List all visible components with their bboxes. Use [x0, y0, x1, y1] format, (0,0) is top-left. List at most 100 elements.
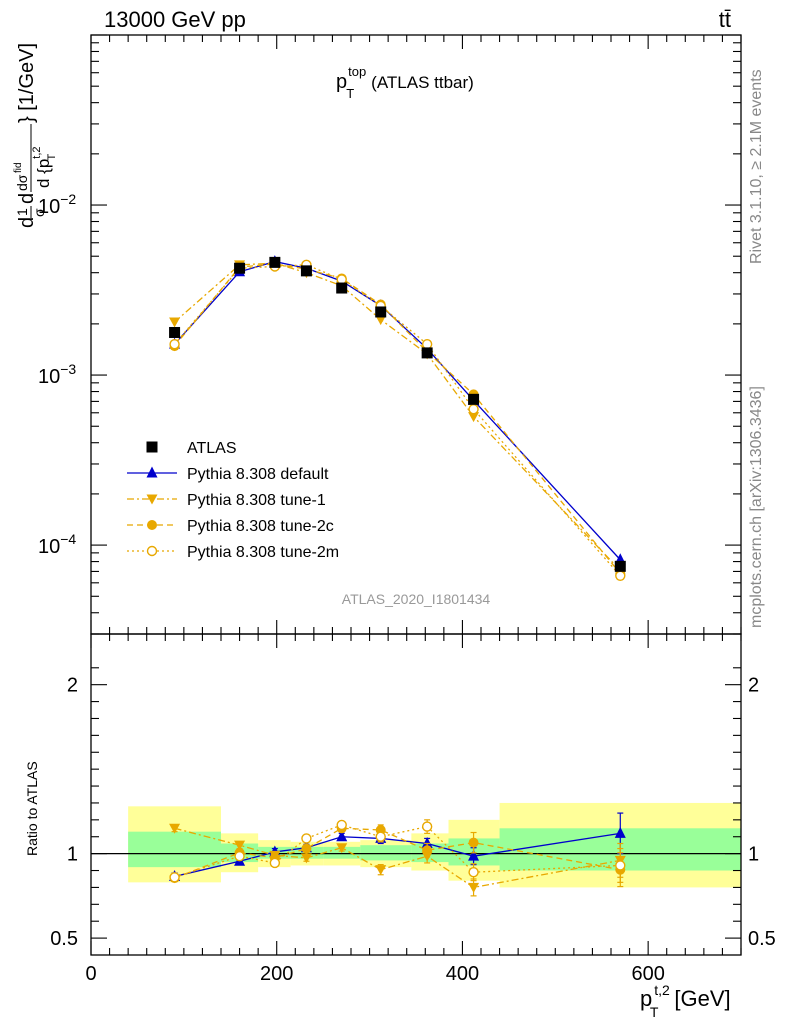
ratio-frame: [90, 633, 742, 956]
y-label-close: } [1/GeV]: [16, 43, 38, 123]
ratio-tick-label-left: 2: [67, 675, 78, 697]
legend-label: Pythia 8.308 tune-2m: [187, 544, 339, 561]
ratio-point: [234, 840, 246, 851]
ratio-line: [174, 827, 621, 879]
ratio-point: [300, 853, 312, 864]
y-tick-label: 10−4: [38, 531, 76, 558]
y-label-d3: d {p: [34, 159, 53, 188]
ratio-point: [336, 819, 347, 831]
ratio-point: [468, 849, 480, 861]
mcplots-label: mcplots.cern.ch [arXiv:1306.3436]: [748, 386, 765, 628]
ratio-line: [174, 824, 621, 878]
ratio-point: [234, 850, 245, 862]
legend-marker: [146, 494, 158, 505]
data-point: [421, 347, 433, 359]
y-label-dsigma: dσ: [14, 174, 30, 191]
x-label-unit: [GeV]: [674, 986, 730, 1011]
plot-title-sup: top: [348, 64, 366, 79]
ratio-point: [301, 833, 312, 844]
x-tick-label: 0: [85, 963, 96, 985]
svg-text:d {pt,2T: d {pt,2 T: [31, 146, 58, 188]
y-label-one: 1: [14, 208, 30, 216]
series-line: [174, 263, 621, 574]
x-label-sup: t,2: [654, 982, 670, 998]
legend-marker: [146, 441, 158, 453]
ratio-point: [169, 823, 181, 834]
ratio-panel: 0 200 400 600 2 2 1 1 0.5 0.5: [50, 633, 776, 985]
y-label-T: T: [46, 153, 58, 160]
data-point: [615, 570, 626, 581]
series-line: [174, 260, 621, 561]
y-label-d1: d: [16, 217, 38, 228]
legend-label: Pythia 8.308 tune-1: [187, 492, 326, 509]
svg-text:d: d: [16, 217, 38, 228]
ratio-point: [375, 831, 386, 842]
ratio-point: [615, 860, 626, 871]
ratio-tick-label-right: 0.5: [748, 928, 776, 950]
ratio-point: [468, 867, 479, 878]
x-label-sub: T: [650, 1004, 659, 1020]
legend-label: Pythia 8.308 tune-2c: [187, 518, 334, 535]
data-point: [234, 262, 246, 274]
data-point: [375, 306, 387, 318]
ratio-point: [336, 830, 348, 842]
ratio-tick-label-left: 1: [67, 844, 78, 866]
band-inner: [128, 831, 221, 868]
plot-title: ptop T (ATLAS ttbar): [336, 64, 474, 101]
band-inner: [360, 845, 412, 861]
legend-label: ATLAS: [187, 440, 237, 457]
ratio-point: [468, 882, 480, 893]
data-point: [269, 256, 281, 268]
x-axis-label: p t,2 T [GeV]: [640, 982, 731, 1020]
ratio-axis-label: Ratio to ATLAS: [24, 761, 40, 856]
plot-title-suffix: (ATLAS ttbar): [371, 73, 474, 92]
y-label-sigma: σ: [31, 208, 47, 217]
ratio-point: [614, 826, 626, 838]
legend-label: Pythia 8.308 default: [187, 466, 329, 483]
x-tick-label: 400: [446, 963, 479, 985]
ratio-line: [174, 827, 621, 889]
x-label-main: p: [640, 986, 652, 1011]
ratio-point: [422, 845, 433, 856]
data-point: [300, 265, 312, 277]
plot-title-main: p: [336, 71, 347, 93]
main-panel: 10−2 10−3 10−4: [38, 34, 742, 635]
ratio-point: [375, 865, 387, 876]
data-point: [614, 560, 626, 572]
y-tick-label: 10−3: [38, 361, 76, 388]
header-right: tt̄: [719, 7, 731, 32]
ratio-point: [336, 843, 348, 854]
ratio-point: [421, 821, 433, 832]
data-point: [169, 317, 181, 328]
data-point: [375, 315, 387, 326]
rivet-label: Rivet 3.1.10, ≥ 2.1M events: [748, 69, 765, 264]
x-tick-label: 200: [260, 963, 293, 985]
data-point: [468, 412, 480, 423]
ratio-tick-label-left: 0.5: [50, 928, 78, 950]
analysis-label: ATLAS_2020_I1801434: [342, 591, 491, 607]
data-point: [336, 282, 348, 294]
legend: ATLAS Pythia 8.308 default Pythia 8.308 tu…: [127, 440, 339, 561]
header-left: 13000 GeV pp: [104, 7, 246, 32]
ratio-point: [421, 836, 433, 848]
data-point: [468, 403, 479, 415]
y-tick-label: 10−2: [38, 191, 76, 218]
ratio-point: [301, 843, 312, 854]
ratio-point: [468, 837, 479, 848]
ratio-tick-label-right: 2: [748, 675, 759, 697]
y-label-d2: d: [16, 193, 38, 204]
legend-marker: [146, 466, 158, 478]
legend-marker: [147, 520, 157, 530]
data-point: [421, 338, 433, 350]
data-point: [468, 393, 480, 405]
y-axis-label: d 1 σ d dσ fid d {pt,2 T } [1/GeV]: [13, 43, 58, 228]
data-point: [169, 338, 180, 350]
ratio-tick-label-right: 1: [748, 844, 759, 866]
y-label-t2: t,2: [31, 146, 43, 158]
plot-title-sub: T: [346, 86, 354, 101]
x-tick-label: 600: [631, 963, 664, 985]
ratio-point: [269, 857, 281, 869]
legend-marker: [146, 545, 158, 557]
data-point: [169, 326, 181, 338]
